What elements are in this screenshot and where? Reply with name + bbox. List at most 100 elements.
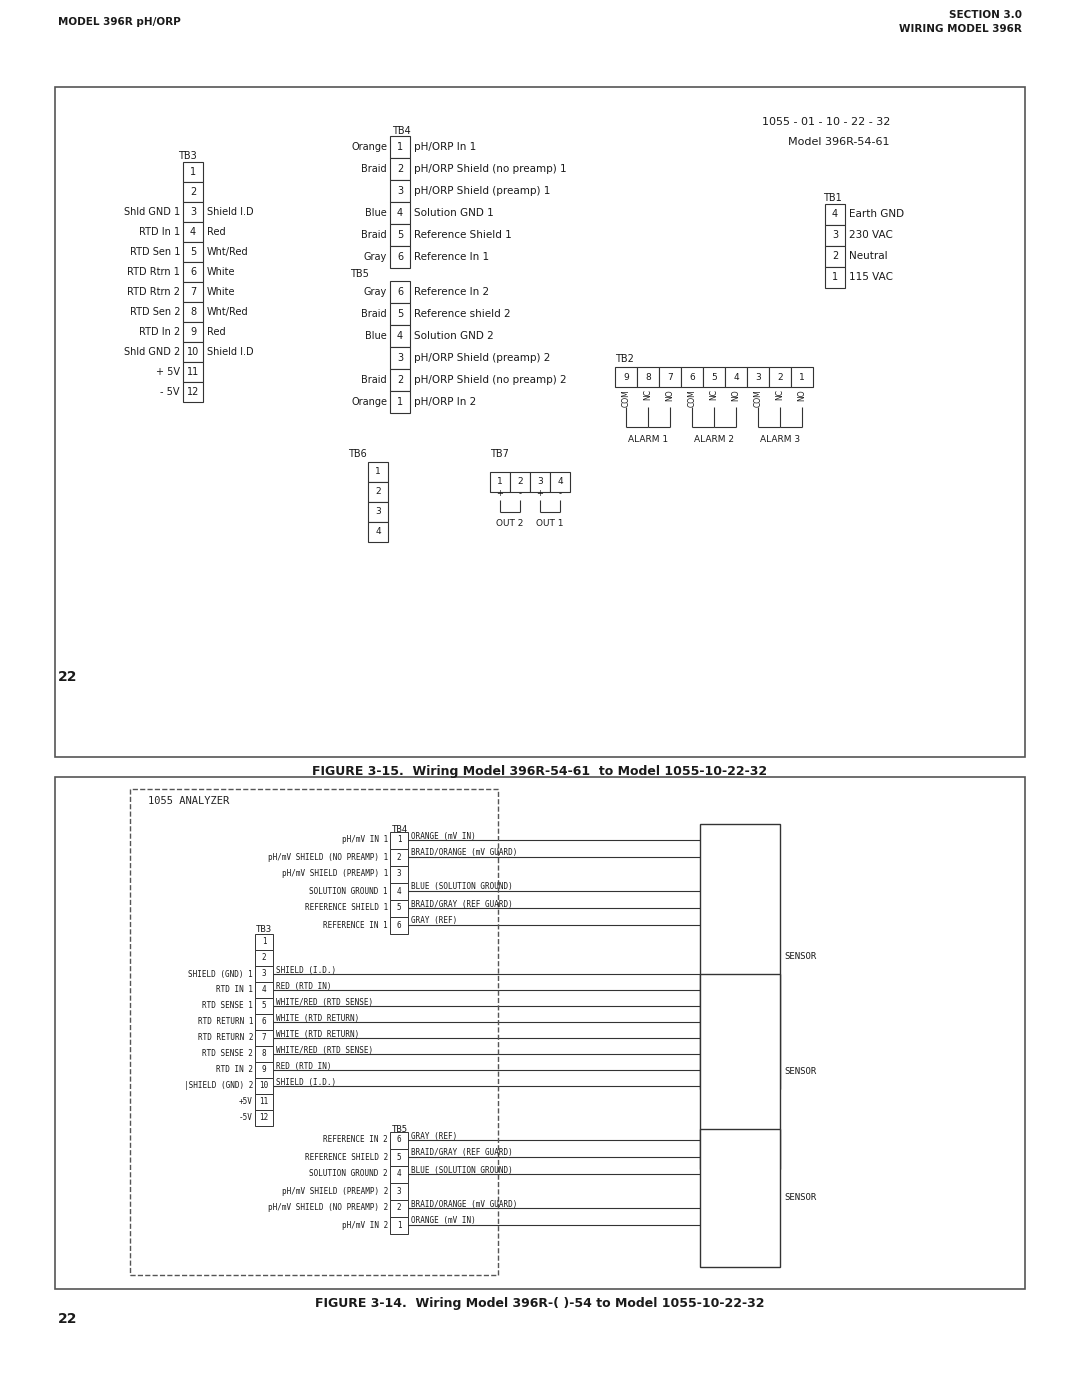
Bar xyxy=(725,367,747,387)
Text: COM: COM xyxy=(621,388,631,407)
Text: 2: 2 xyxy=(517,478,523,486)
Text: COM: COM xyxy=(754,388,762,407)
Text: 3: 3 xyxy=(396,1186,402,1196)
Text: Braid: Braid xyxy=(362,231,387,240)
Bar xyxy=(255,1062,273,1078)
Text: SENSOR: SENSOR xyxy=(784,951,816,961)
Text: pH/mV SHIELD (NO PREAMP) 1: pH/mV SHIELD (NO PREAMP) 1 xyxy=(268,852,388,862)
Text: - 5V: - 5V xyxy=(161,387,180,397)
Text: 1: 1 xyxy=(396,835,402,845)
Text: pH/mV SHIELD (NO PREAMP) 2: pH/mV SHIELD (NO PREAMP) 2 xyxy=(268,1203,388,1213)
Text: TB7: TB7 xyxy=(490,448,509,460)
Text: MODEL 396R pH/ORP: MODEL 396R pH/ORP xyxy=(58,17,180,27)
Text: 5: 5 xyxy=(261,1002,267,1010)
Bar xyxy=(791,367,813,387)
Bar xyxy=(510,472,530,492)
Bar xyxy=(183,321,203,342)
Bar xyxy=(825,225,845,246)
Text: 1055 ANALYZER: 1055 ANALYZER xyxy=(148,796,229,806)
Text: RTD Rtrn 2: RTD Rtrn 2 xyxy=(127,286,180,298)
Bar xyxy=(255,1094,273,1111)
Bar xyxy=(390,1217,408,1234)
Bar xyxy=(825,267,845,288)
Text: Reference In 1: Reference In 1 xyxy=(414,251,489,263)
Bar xyxy=(183,222,203,242)
Text: Solution GND 1: Solution GND 1 xyxy=(414,208,494,218)
Bar xyxy=(825,246,845,267)
Bar xyxy=(255,1030,273,1046)
Text: RTD Sen 2: RTD Sen 2 xyxy=(130,307,180,317)
Text: 230 VAC: 230 VAC xyxy=(849,231,893,240)
Text: Shield I.D: Shield I.D xyxy=(207,346,254,358)
Bar xyxy=(681,367,703,387)
Text: 3: 3 xyxy=(397,186,403,196)
Bar xyxy=(183,203,203,222)
Text: Gray: Gray xyxy=(364,286,387,298)
Text: 4: 4 xyxy=(396,1169,402,1179)
Text: 9: 9 xyxy=(190,327,197,337)
Bar xyxy=(255,997,273,1014)
Bar xyxy=(825,204,845,225)
Text: Gray: Gray xyxy=(364,251,387,263)
Bar xyxy=(390,831,408,848)
Bar xyxy=(390,136,410,158)
Text: 6: 6 xyxy=(396,921,402,929)
Text: TB3: TB3 xyxy=(256,925,272,935)
Bar xyxy=(390,281,410,303)
Text: Orange: Orange xyxy=(351,397,387,407)
Bar xyxy=(550,472,570,492)
Text: 7: 7 xyxy=(190,286,197,298)
Text: Shld GND 2: Shld GND 2 xyxy=(124,346,180,358)
Bar xyxy=(183,302,203,321)
Text: NC: NC xyxy=(710,388,718,400)
Text: TB4: TB4 xyxy=(392,824,408,834)
Text: TB3: TB3 xyxy=(178,151,197,161)
Bar xyxy=(390,346,410,369)
Text: pH/mV SHIELD (PREAMP) 1: pH/mV SHIELD (PREAMP) 1 xyxy=(282,869,388,879)
Text: 6: 6 xyxy=(397,251,403,263)
Text: Shield I.D: Shield I.D xyxy=(207,207,254,217)
Text: OUT 2: OUT 2 xyxy=(497,520,524,528)
Text: NC: NC xyxy=(644,388,652,400)
Text: ALARM 3: ALARM 3 xyxy=(760,434,800,443)
Text: TB5: TB5 xyxy=(392,1125,408,1133)
Text: White: White xyxy=(207,286,235,298)
Text: 4: 4 xyxy=(261,985,267,995)
Text: 10: 10 xyxy=(259,1081,269,1091)
Text: SECTION 3.0: SECTION 3.0 xyxy=(949,10,1022,20)
Text: pH/ORP Shield (preamp) 1: pH/ORP Shield (preamp) 1 xyxy=(414,186,551,196)
Text: BLUE (SOLUTION GROUND): BLUE (SOLUTION GROUND) xyxy=(411,1165,513,1175)
Text: -: - xyxy=(518,489,522,499)
Text: Reference In 2: Reference In 2 xyxy=(414,286,489,298)
Text: 2: 2 xyxy=(778,373,783,381)
Bar xyxy=(183,263,203,282)
Text: WHITE/RED (RTD SENSE): WHITE/RED (RTD SENSE) xyxy=(276,1045,373,1055)
Text: 4: 4 xyxy=(190,226,197,237)
Text: Braid: Braid xyxy=(362,163,387,175)
Text: Red: Red xyxy=(207,226,226,237)
Text: 4: 4 xyxy=(375,528,381,536)
Text: RTD In 2: RTD In 2 xyxy=(138,327,180,337)
Text: 2: 2 xyxy=(261,954,267,963)
Bar xyxy=(183,282,203,302)
Text: SHIELD (I.D.): SHIELD (I.D.) xyxy=(276,965,336,975)
Bar xyxy=(255,950,273,965)
Text: pH/ORP Shield (preamp) 2: pH/ORP Shield (preamp) 2 xyxy=(414,353,551,363)
Text: BLUE (SOLUTION GROUND): BLUE (SOLUTION GROUND) xyxy=(411,883,513,891)
Text: Braid: Braid xyxy=(362,309,387,319)
Bar xyxy=(390,391,410,414)
Bar xyxy=(769,367,791,387)
Text: 1: 1 xyxy=(799,373,805,381)
Bar xyxy=(183,162,203,182)
Bar xyxy=(700,824,780,1090)
Text: 2: 2 xyxy=(396,1203,402,1213)
Bar xyxy=(390,866,408,883)
Text: 12: 12 xyxy=(259,1113,269,1123)
Text: 3: 3 xyxy=(190,207,197,217)
Bar xyxy=(368,482,388,502)
Bar xyxy=(390,883,408,900)
Bar xyxy=(390,180,410,203)
Text: |SHIELD (GND) 2: |SHIELD (GND) 2 xyxy=(184,1081,253,1091)
Text: 3: 3 xyxy=(832,231,838,240)
Text: 2: 2 xyxy=(396,852,402,862)
